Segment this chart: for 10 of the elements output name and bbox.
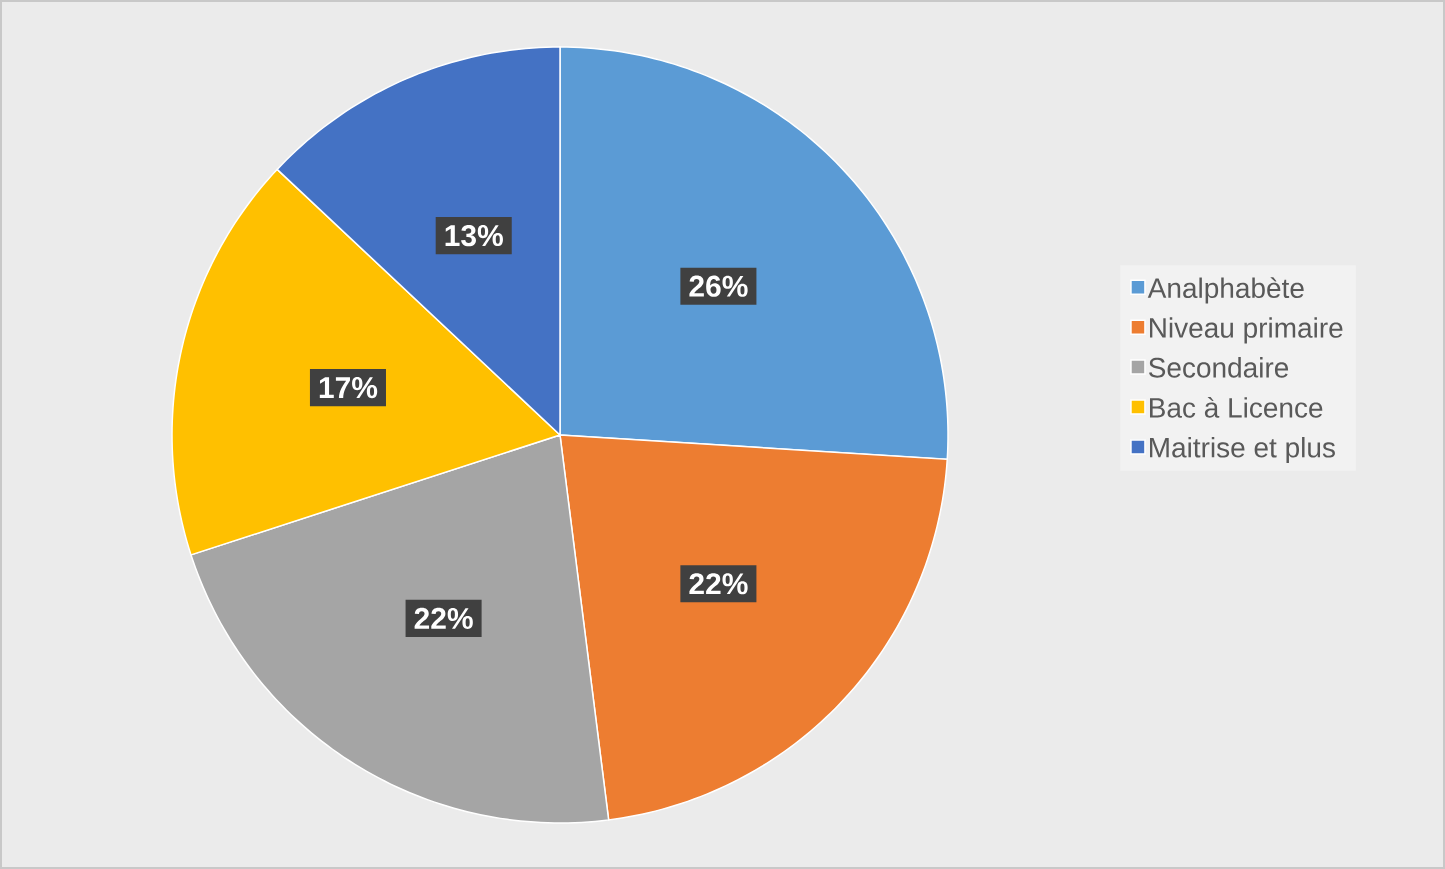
data-label: 22% — [689, 573, 748, 595]
legend-label: Maitrise et plus — [1150, 437, 1335, 464]
data-label: 17% — [319, 377, 378, 399]
legend-label: Niveau primaire — [1150, 317, 1343, 344]
legend-label: Bac à Licence — [1150, 396, 1323, 418]
data-label: 22% — [414, 607, 473, 630]
legend-label: Analphabète — [1147, 277, 1304, 304]
data-label: 13% — [445, 224, 503, 247]
data-label: 26% — [689, 275, 748, 297]
legend-label: Secondaire — [1148, 357, 1289, 378]
